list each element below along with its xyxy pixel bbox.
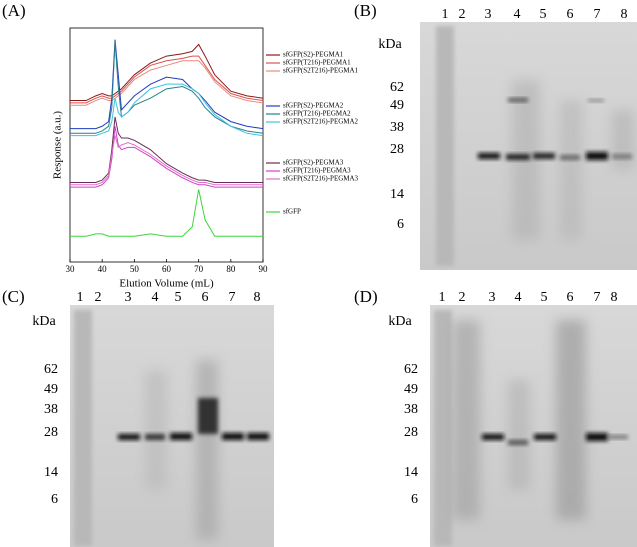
panel-label: (D) [354, 287, 378, 306]
marker-label: 14 [390, 187, 404, 202]
gel-d [430, 305, 637, 547]
series-line [70, 60, 264, 106]
lane-label: 1 [442, 7, 449, 22]
lane-label: 2 [95, 290, 102, 305]
legend-label: sfGFP(S2T216)-PEGMA3 [283, 175, 359, 183]
x-tick-label: 90 [259, 264, 269, 274]
legend-label: sfGFP(T216)-PEGMA3 [283, 167, 351, 175]
marker-label: 6 [411, 492, 418, 507]
legend-label: sfGFP(S2)-PEGMA3 [283, 159, 344, 167]
lane-label: 7 [229, 290, 236, 305]
x-tick-label: 60 [162, 264, 172, 274]
lane-label: 8 [611, 290, 618, 305]
marker-label: 62 [404, 362, 418, 377]
legend-label: sfGFP(S2T216)-PEGMA2 [283, 118, 359, 126]
unit-label: kDa [32, 314, 56, 329]
panel-label: (B) [354, 1, 377, 20]
legend-label: sfGFP [283, 208, 301, 216]
marker-label: 14 [44, 465, 58, 480]
x-tick-label: 40 [98, 264, 108, 274]
series-line [70, 43, 264, 102]
lane-label: 1 [439, 290, 446, 305]
lane-label: 7 [594, 290, 601, 305]
gel-c [70, 305, 274, 547]
lane-label: 2 [459, 7, 466, 22]
series-line [70, 42, 264, 134]
marker-label: 28 [404, 425, 418, 440]
unit-label: kDa [388, 314, 412, 329]
series-line [70, 55, 264, 104]
x-tick-label: 80 [226, 264, 236, 274]
lane-label: 1 [77, 290, 84, 305]
marker-label: 14 [404, 465, 418, 480]
marker-label: 28 [44, 425, 58, 440]
series-line [70, 116, 263, 183]
lane-label: 3 [485, 7, 492, 22]
marker-label: 49 [390, 98, 404, 113]
marker-label: 62 [390, 80, 404, 95]
panel-label: (A) [2, 1, 26, 20]
lane-label: 6 [567, 290, 574, 305]
plot-frame [69, 27, 264, 263]
series-line [70, 126, 263, 188]
lane-label: 7 [594, 7, 601, 22]
legend-label: sfGFP(S2)-PEGMA1 [283, 51, 344, 59]
lane-label: 2 [459, 290, 466, 305]
marker-label: 62 [44, 362, 58, 377]
gel-b [420, 22, 637, 270]
x-tick-label: 70 [194, 264, 204, 274]
x-tick-label: 30 [66, 264, 76, 274]
marker-label: 49 [404, 382, 418, 397]
lane-label: 5 [541, 290, 548, 305]
legend-label: sfGFP(S2T216)-PEGMA1 [283, 67, 359, 75]
lane-label: 4 [515, 290, 522, 305]
lane-label: 3 [489, 290, 496, 305]
series-line [70, 39, 264, 130]
legend-label: sfGFP(T216)-PEGMA1 [283, 59, 351, 67]
panel-label: (C) [2, 287, 25, 306]
marker-label: 28 [390, 142, 404, 157]
lane-label: 8 [254, 290, 261, 305]
series-line [70, 83, 264, 137]
x-tick-label: 50 [130, 264, 140, 274]
marker-label: 38 [44, 402, 58, 417]
series-line [70, 135, 263, 186]
x-axis-label: Elution Volume (mL) [119, 278, 214, 290]
unit-label: kDa [378, 37, 402, 52]
lane-label: 5 [175, 290, 182, 305]
marker-label: 49 [44, 382, 58, 397]
series-line [70, 189, 263, 237]
marker-label: 6 [397, 217, 404, 232]
legend-label: sfGFP(T216)-PEGMA2 [283, 110, 351, 118]
lane-label: 8 [621, 7, 628, 22]
lane-label: 4 [152, 290, 159, 305]
y-axis-label: Response (a.u.) [52, 111, 64, 179]
lane-label: 6 [567, 7, 574, 22]
lane-label: 3 [125, 290, 132, 305]
marker-label: 38 [390, 120, 404, 135]
marker-label: 38 [404, 402, 418, 417]
marker-label: 6 [51, 492, 58, 507]
lane-label: 6 [202, 290, 209, 305]
lane-label: 4 [514, 7, 521, 22]
lane-label: 5 [540, 7, 547, 22]
legend-label: sfGFP(S2)-PEGMA2 [283, 102, 344, 110]
